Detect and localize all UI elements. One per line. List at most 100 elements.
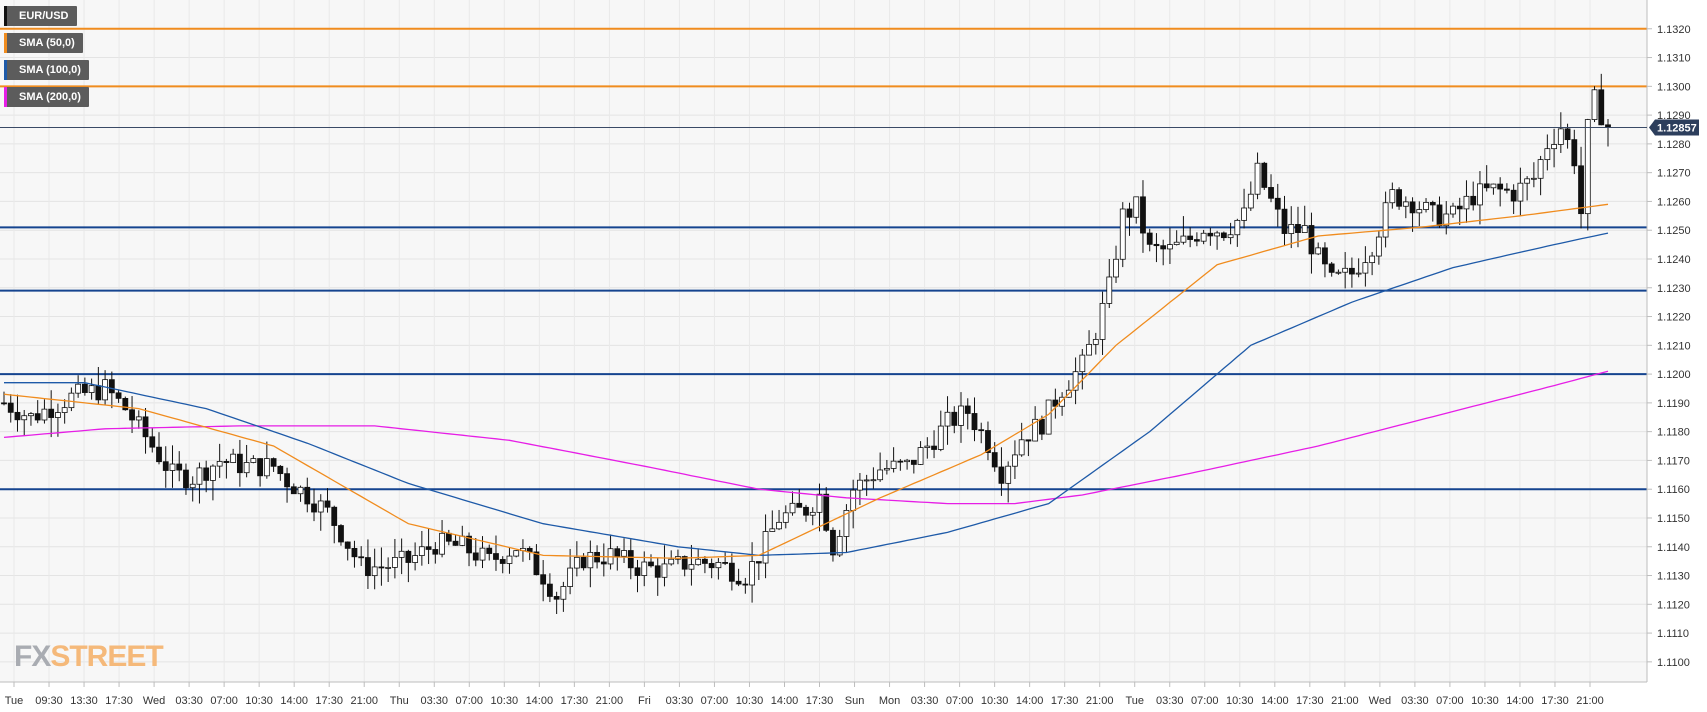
plot-background	[0, 0, 1647, 682]
legend-item-eurusd[interactable]: EUR/USD	[4, 6, 77, 26]
candle-body	[803, 506, 809, 516]
support-resistance-levels	[0, 27, 1647, 491]
candle-body	[904, 459, 910, 463]
x-tick-label: Thu	[390, 695, 409, 707]
candle-body	[263, 458, 270, 477]
legend-item-sma-200[interactable]: SMA (200,0)	[4, 87, 89, 107]
legend-item-sma-100[interactable]: SMA (100,0)	[4, 60, 89, 80]
y-tick-label: 1.1170	[1657, 455, 1690, 467]
candle-body	[142, 416, 149, 438]
candle-body	[183, 469, 189, 489]
candle-body	[1375, 236, 1382, 257]
candle-body	[176, 463, 183, 471]
x-tick-label: 07:00	[946, 695, 974, 707]
y-tick-label: 1.1130	[1657, 571, 1690, 583]
candle-body	[1099, 302, 1106, 340]
candle-body	[621, 550, 627, 557]
x-tick-label: 13:30	[70, 695, 98, 707]
y-tick-label: 1.1260	[1657, 196, 1691, 208]
candle-body	[149, 436, 156, 448]
candle-body	[587, 551, 594, 569]
candle-body	[688, 564, 695, 570]
candle-body	[809, 511, 816, 516]
candle-body	[102, 379, 108, 401]
candle-body	[560, 586, 567, 600]
candle-body	[1557, 128, 1564, 145]
candle-body	[365, 557, 371, 577]
sma-200-line	[3, 370, 1609, 505]
y-tick-label: 1.1250	[1657, 225, 1691, 237]
x-tick-label: Tue	[5, 695, 24, 707]
candle-body	[816, 493, 823, 513]
candle-body	[1153, 243, 1160, 247]
candle-body	[169, 463, 176, 471]
x-tick-label: 14:00	[1016, 695, 1044, 707]
candle-body	[1119, 208, 1126, 260]
sma-100-line	[4, 232, 1609, 557]
x-tick-label: 14:00	[280, 695, 308, 707]
candle-body	[1564, 128, 1571, 141]
candle-body	[135, 416, 142, 421]
x-tick-label: 03:30	[666, 695, 694, 707]
candle-body	[216, 461, 223, 467]
candle-body	[769, 528, 776, 532]
y-tick-label: 1.1120	[1657, 599, 1690, 611]
candle-body	[702, 558, 708, 564]
candle-body	[567, 567, 574, 587]
candle-body	[1025, 439, 1032, 442]
candle-body	[61, 407, 68, 413]
x-tick-label: 03:30	[911, 695, 939, 707]
candle-body	[958, 405, 964, 426]
price-tag-background	[1649, 119, 1699, 136]
candle-body	[1140, 196, 1146, 234]
candle-body	[1504, 188, 1510, 191]
candle-body	[338, 525, 344, 543]
y-tick-label: 1.1230	[1657, 283, 1691, 295]
candle-body	[1530, 177, 1537, 180]
candle-body	[937, 425, 944, 450]
candle-body	[580, 556, 587, 569]
candle-body	[378, 566, 385, 569]
candle-body	[910, 459, 917, 465]
candle-body	[418, 546, 425, 556]
x-tick-label: 21:00	[1331, 695, 1359, 707]
candle-body	[782, 512, 789, 523]
candle-body	[445, 532, 452, 542]
candle-body	[971, 413, 978, 431]
candle-body	[1045, 399, 1052, 435]
candle-body	[1086, 343, 1092, 356]
y-tick-label: 1.1220	[1657, 312, 1691, 324]
y-tick-label: 1.1300	[1657, 81, 1691, 93]
candle-body	[661, 563, 668, 578]
candle-body	[600, 561, 607, 565]
y-tick-label: 1.1150	[1657, 513, 1690, 525]
x-tick-label: 21:00	[596, 695, 624, 707]
candle-body	[14, 411, 21, 421]
candle-body	[344, 541, 351, 549]
candle-body	[1382, 202, 1389, 238]
chart-legend: EUR/USD SMA (50,0) SMA (100,0) SMA (200,…	[4, 6, 89, 114]
candle-body	[277, 465, 284, 475]
candle-body	[223, 461, 230, 463]
candle-body	[823, 493, 830, 531]
candle-body	[755, 561, 762, 564]
x-tick-label: 21:00	[1086, 695, 1114, 707]
y-tick-label: 1.1290	[1657, 110, 1691, 122]
candle-body	[1072, 371, 1079, 391]
candle-body	[391, 557, 398, 568]
x-tick-label: Sun	[845, 695, 865, 707]
candle-body	[1355, 272, 1362, 275]
candle-body	[1470, 195, 1477, 206]
candle-body	[1598, 89, 1605, 126]
candle-body	[466, 535, 472, 554]
candle-body	[1207, 232, 1214, 237]
candle-body	[304, 486, 311, 505]
legend-swatch	[4, 87, 7, 107]
candle-body	[34, 413, 41, 421]
legend-item-sma-50[interactable]: SMA (50,0)	[4, 33, 83, 53]
candle-body	[1247, 193, 1254, 209]
candle-body	[371, 566, 378, 577]
y-tick-label: 1.1200	[1657, 369, 1691, 381]
x-tick-label: 14:00	[771, 695, 799, 707]
